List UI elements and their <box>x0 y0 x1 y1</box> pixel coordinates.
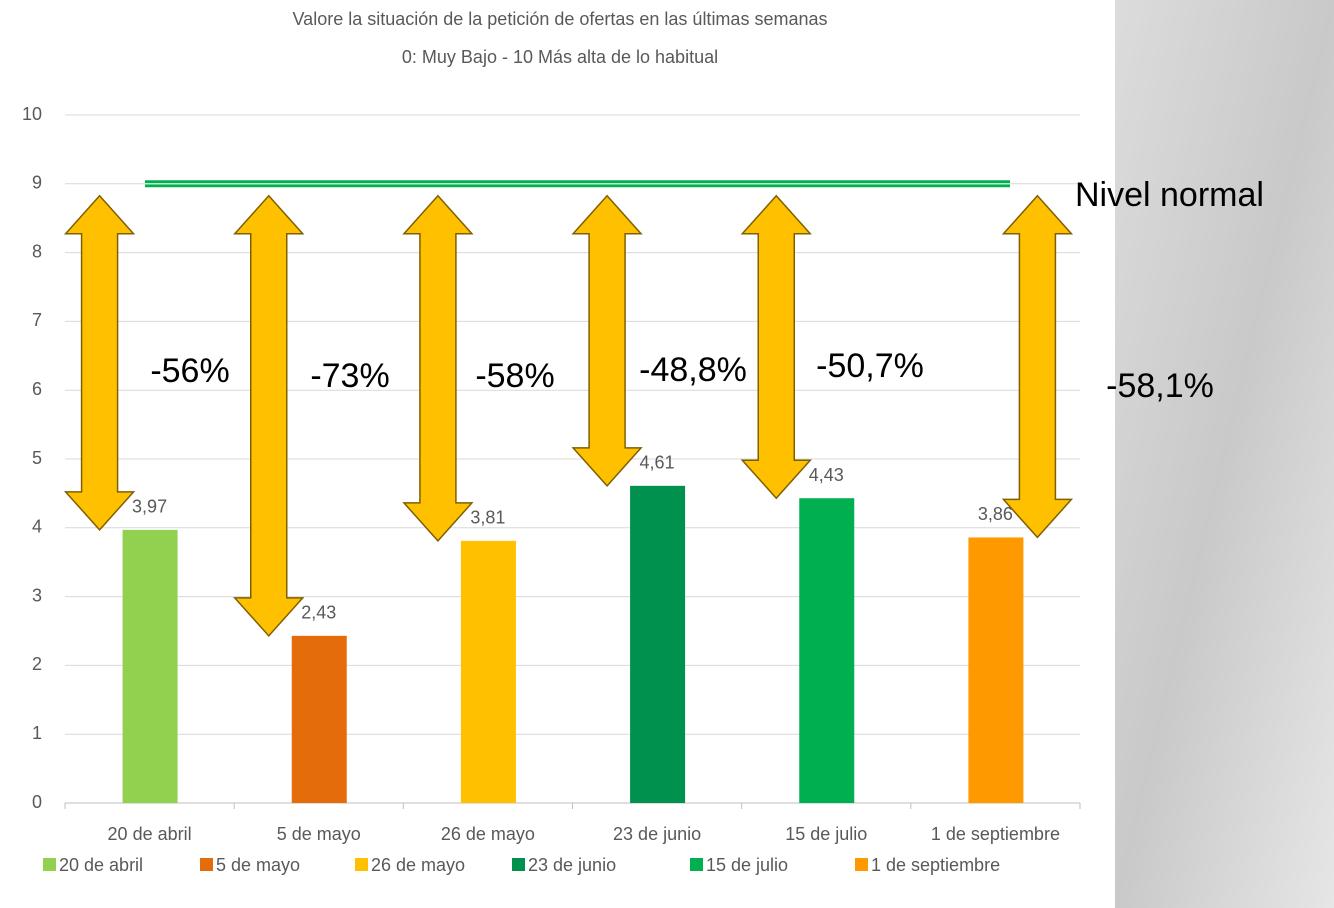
page: {"chart_data": {"type": "bar", "title": … <box>0 0 1334 908</box>
legend-label: 26 de mayo <box>371 855 465 875</box>
legend-swatch <box>512 858 525 871</box>
legend-label: 1 de septiembre <box>871 855 1000 875</box>
gap-arrow <box>573 196 641 486</box>
y-tick-label: 2 <box>32 654 42 674</box>
y-tick-label: 0 <box>32 792 42 812</box>
reference-label: Nivel normal <box>1075 176 1264 214</box>
value-label: 3,86 <box>978 504 1013 524</box>
legend-swatch <box>855 858 868 871</box>
legend-label: 23 de junio <box>528 855 616 875</box>
side-panel <box>1115 0 1334 908</box>
legend-swatch <box>355 858 368 871</box>
x-tick-label: 15 de julio <box>785 824 867 844</box>
y-tick-label: 10 <box>22 104 42 124</box>
annotation: -48,8% <box>639 351 747 389</box>
y-tick-label: 5 <box>32 448 42 468</box>
x-tick-label: 1 de septiembre <box>931 824 1060 844</box>
y-tick-label: 8 <box>32 241 42 261</box>
value-label: 4,43 <box>809 465 844 485</box>
gap-arrow <box>66 196 134 530</box>
chart-title: Valore la situación de la petición de of… <box>293 9 828 29</box>
bar <box>630 486 685 803</box>
annotation: -58,1% <box>1106 367 1214 405</box>
y-tick-label: 1 <box>32 723 42 743</box>
y-tick-label: 3 <box>32 585 42 605</box>
x-tick-label: 5 de mayo <box>277 824 361 844</box>
bar <box>292 636 347 803</box>
y-tick-label: 4 <box>32 517 42 537</box>
legend-swatch <box>200 858 213 871</box>
value-label: 3,97 <box>132 497 167 517</box>
x-tick-label: 23 de junio <box>613 824 701 844</box>
legend-label: 15 de julio <box>706 855 788 875</box>
bar <box>123 530 178 803</box>
annotation: -56% <box>150 352 229 390</box>
y-tick-label: 7 <box>32 310 42 330</box>
gap-arrow <box>742 196 810 498</box>
annotation: -50,7% <box>816 347 924 385</box>
value-label: 3,81 <box>470 508 505 528</box>
value-label: 4,61 <box>640 453 675 473</box>
x-tick-label: 20 de abril <box>108 824 192 844</box>
legend-label: 20 de abril <box>59 855 143 875</box>
value-label: 2,43 <box>301 603 336 623</box>
gap-arrow <box>235 196 303 636</box>
bar <box>799 498 854 803</box>
bar <box>968 537 1023 803</box>
gap-arrow <box>1003 196 1071 538</box>
legend-label: 5 de mayo <box>216 855 300 875</box>
annotation: -73% <box>310 357 389 395</box>
y-tick-label: 9 <box>32 173 42 193</box>
bar <box>461 541 516 803</box>
annotation: -58% <box>475 357 554 395</box>
chart: Valore la situación de la petición de of… <box>0 0 1334 908</box>
legend-swatch <box>690 858 703 871</box>
y-tick-label: 6 <box>32 379 42 399</box>
gap-arrow <box>404 196 472 541</box>
x-tick-label: 26 de mayo <box>441 824 535 844</box>
legend-swatch <box>43 858 56 871</box>
chart-subtitle: 0: Muy Bajo - 10 Más alta de lo habitual <box>402 47 718 67</box>
